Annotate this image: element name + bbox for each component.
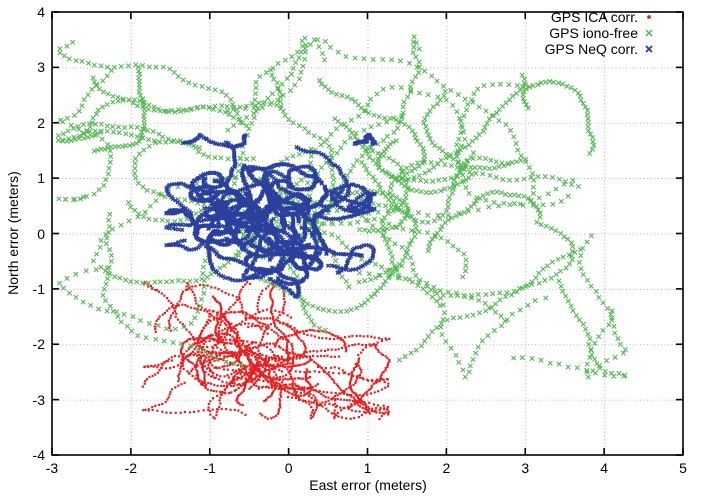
x-tick-label: 3	[521, 460, 530, 476]
y-tick-label: -3	[32, 391, 45, 408]
legend-label: GPS ICA corr.	[550, 9, 638, 25]
x-tick-label: -3	[45, 460, 59, 476]
legend-row-gps-neq-corr: GPS NeQ corr.	[545, 41, 654, 57]
y-tick-label: 4	[37, 4, 45, 20]
y-tick-label: -2	[32, 336, 45, 353]
blue-cross-marker-icon	[644, 44, 654, 54]
x-tick-label: 5	[679, 460, 687, 476]
green-cross-marker-icon	[644, 28, 654, 38]
legend-label: GPS iono-free	[549, 25, 638, 41]
legend-row-gps-ica-corr: GPS ICA corr.	[551, 9, 654, 25]
y-tick-label: 0	[37, 225, 45, 242]
y-tick-label: 3	[37, 59, 45, 76]
y-axis-label: North error (meters)	[5, 171, 21, 295]
x-tick-label: -2	[124, 460, 138, 476]
legend-row-gps-iono-free: GPS iono-free	[549, 25, 654, 41]
x-axis-label: East error (meters)	[309, 477, 427, 493]
legend-label: GPS NeQ corr.	[544, 41, 638, 57]
legend: GPS ICA corr. GPS iono-free GPS NeQ corr…	[545, 9, 654, 57]
x-tick-label: 2	[442, 460, 451, 476]
y-tick-label: -4	[32, 447, 45, 463]
x-tick-label: 4	[600, 460, 609, 476]
y-tick-label: 2	[37, 114, 45, 131]
x-tick-label: 1	[363, 460, 372, 476]
x-tick-label: 0	[284, 460, 293, 476]
x-tick-label: -1	[203, 460, 216, 476]
y-tick-label: 1	[37, 170, 45, 187]
y-tick-label: -1	[32, 280, 45, 297]
red-dot-marker-icon	[644, 12, 654, 22]
